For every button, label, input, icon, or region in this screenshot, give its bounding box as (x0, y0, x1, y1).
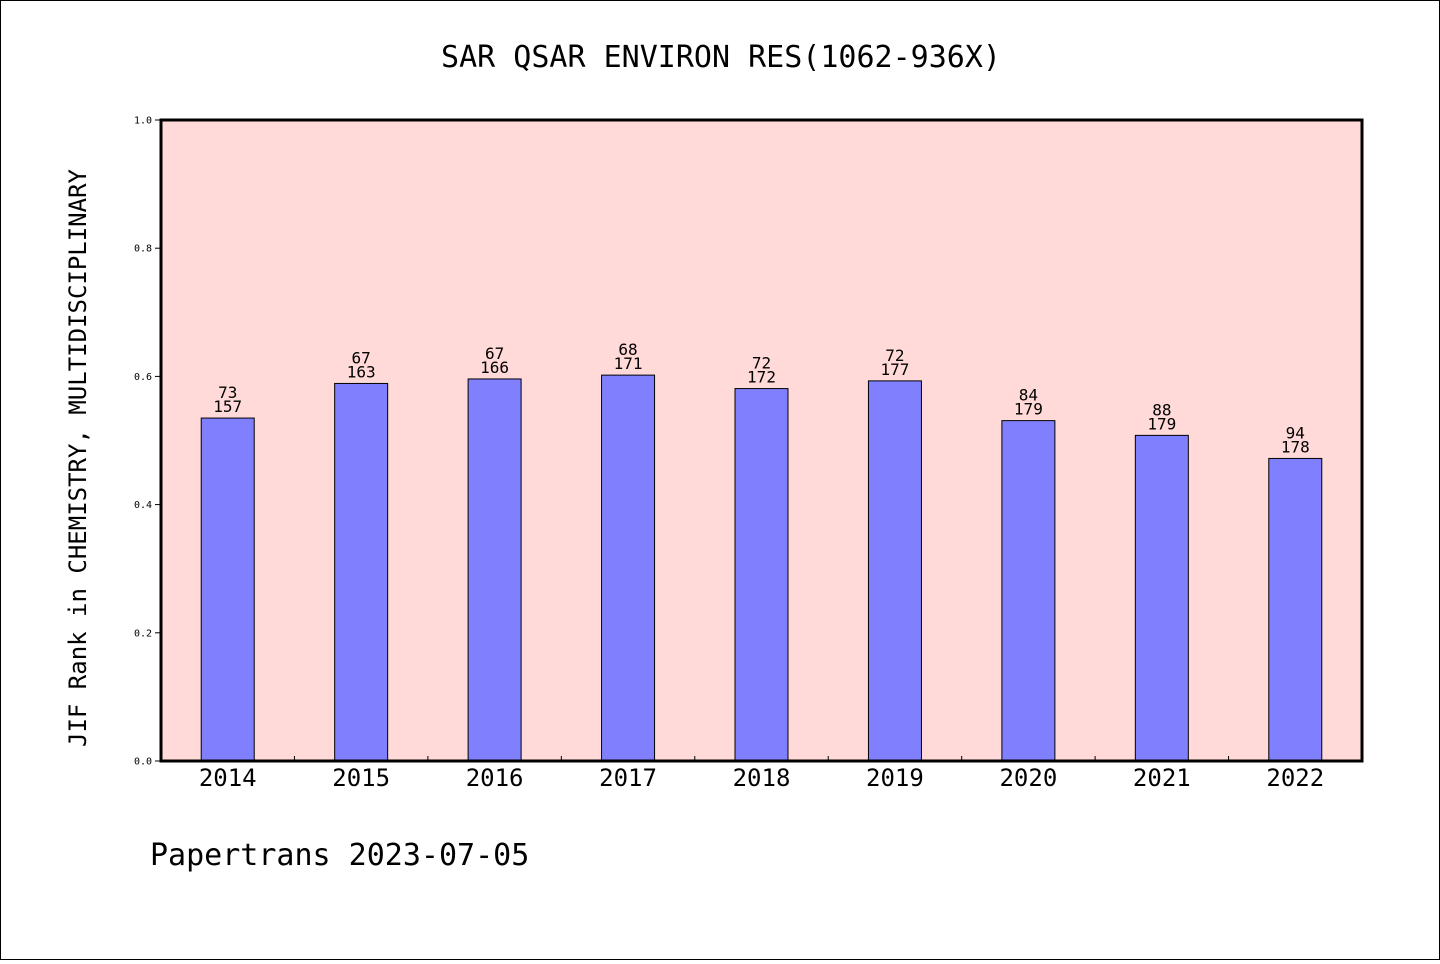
plot-border (159, 118, 1364, 763)
bar-total-label: 179 (1014, 400, 1043, 419)
x-axis: 2014 2015 2016 2017 2018 2019 2020 2021 2022 (199, 756, 1324, 792)
x-tick-label: 2015 (332, 764, 390, 792)
footer-text: Papertrans 2023-07-05 (150, 838, 529, 873)
x-tick-label: 2017 (599, 764, 657, 792)
x-tick-label: 2022 (1266, 764, 1324, 792)
y-axis-label: JIF Rank in CHEMISTRY, MULTIDISCIPLINARY (64, 168, 92, 747)
bar-total-label: 171 (614, 354, 643, 373)
bar-total-label: 163 (347, 362, 376, 381)
bar-2016 (467, 378, 522, 762)
bar-total-label: 166 (480, 358, 509, 377)
bar-total-label: 172 (747, 368, 776, 387)
bar-rank-label: 94 (1286, 423, 1305, 442)
bar-2020 (1001, 420, 1056, 762)
bar-rank-label: 84 (1019, 386, 1038, 405)
x-tick-label: 2016 (466, 764, 524, 792)
bar-rank-label: 73 (218, 383, 237, 402)
bar-rank-label: 72 (885, 346, 904, 365)
bar-total-label: 177 (880, 360, 909, 379)
x-tick-label: 2021 (1133, 764, 1191, 792)
bar-2022 (1268, 457, 1323, 762)
x-tick-label: 2018 (733, 764, 791, 792)
y-tick-label: 0.4 (134, 500, 152, 511)
y-tick-label: 0.8 (134, 244, 152, 255)
bar-rank-label: 68 (618, 340, 637, 359)
chart-title: SAR QSAR ENVIRON RES(1062-936X) (441, 40, 1001, 75)
bar-2017 (601, 374, 656, 762)
x-tick-label: 2020 (999, 764, 1057, 792)
y-tick-label: 1.0 (134, 116, 152, 127)
bar-2014 (200, 417, 255, 762)
bar-rank-label: 88 (1152, 400, 1171, 419)
bar-rank-label: 67 (485, 344, 504, 363)
y-axis: 0.0 0.2 0.4 0.6 0.8 1.0 (134, 116, 161, 768)
bar-2015 (334, 382, 389, 762)
bar-2018 (734, 388, 789, 762)
x-tick-label: 2019 (866, 764, 924, 792)
bar-2021 (1134, 434, 1189, 762)
y-tick-label: 0.6 (134, 372, 152, 383)
bar-2019 (867, 380, 922, 762)
bar-rank-label: 72 (752, 354, 771, 373)
bar-total-label: 179 (1147, 414, 1176, 433)
bar-rank-label: 67 (352, 348, 371, 367)
bar-total-label: 157 (213, 397, 242, 416)
bar-total-label: 178 (1281, 437, 1310, 456)
y-tick-label: 0.2 (134, 628, 152, 639)
x-tick-label: 2014 (199, 764, 257, 792)
y-tick-label: 0.0 (134, 757, 152, 768)
